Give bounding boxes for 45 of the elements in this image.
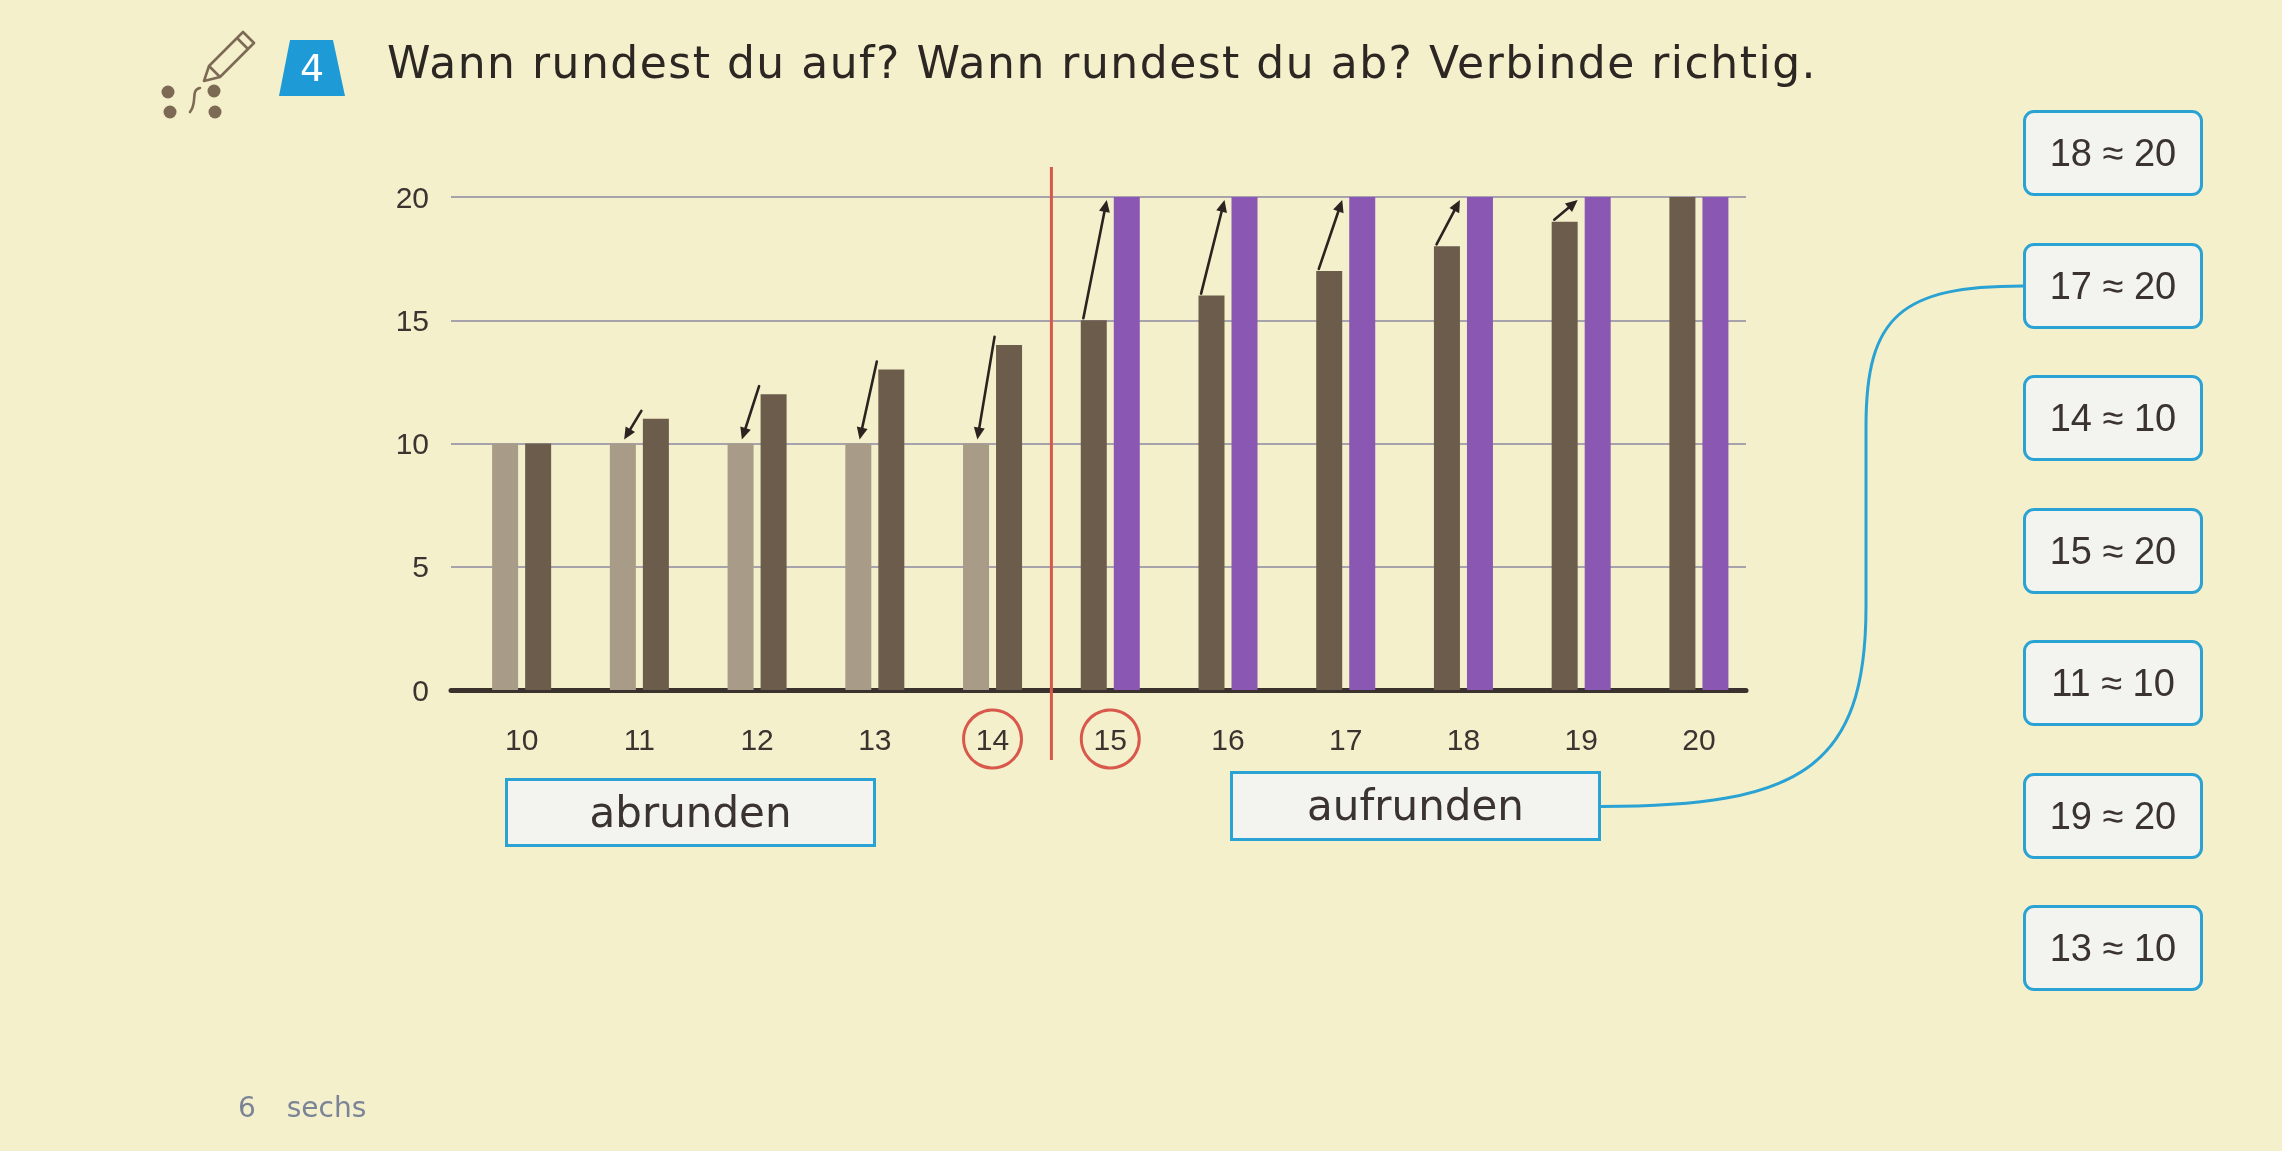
x-tick-label: 10 [504,722,539,756]
x-tick-label: 12 [740,722,774,756]
bar [845,443,872,690]
x-tick-label: 15 [1093,722,1127,756]
bar [727,443,754,690]
bar [963,443,990,690]
bar [1551,221,1578,690]
text: 13 ≈ 10 [2049,926,2177,970]
bar [1349,197,1376,690]
text: 6 sechs [238,1090,367,1126]
y-tick-label: 0 [412,673,429,707]
x-tick-label: 17 [1329,722,1363,756]
text: 18 ≈ 20 [2049,131,2177,175]
bar [1198,295,1225,690]
bar [492,443,519,690]
number-badge: 4 [279,40,345,96]
x-tick-label: 20 [1682,722,1716,756]
bar [609,443,636,690]
bar [1113,197,1140,690]
bar [1702,197,1729,690]
text: abrunden [589,787,792,837]
x-tick-label: 16 [1211,722,1245,756]
bar [1080,320,1107,690]
x-tick-label: 18 [1446,722,1481,756]
y-tick-label: 15 [395,303,429,337]
text: 11 ≈ 10 [2051,661,2175,705]
bar [1584,197,1611,690]
y-tick-label: 5 [412,550,429,584]
bar [1316,270,1343,690]
bar [1466,197,1493,690]
y-tick-label: 20 [395,180,429,214]
text: 17 ≈ 20 [2049,263,2177,308]
x-tick-label: 19 [1564,722,1598,756]
bar [1433,246,1460,690]
x-tick-label: 11 [623,722,655,756]
chart-title: Wann rundest du auf? Wann rundest du ab? Verbinde richtig. [387,37,1818,88]
x-tick-label: 14 [975,722,1010,756]
y-tick-label: 10 [395,427,429,460]
text: 19 ≈ 20 [2049,793,2177,838]
text: 15 ≈ 20 [2049,528,2177,573]
x-tick-label: 13 [858,722,892,756]
text: 14 ≈ 10 [2049,396,2177,440]
text: aufrunden [1307,781,1524,830]
bar [1669,197,1696,690]
bar [1231,197,1258,690]
